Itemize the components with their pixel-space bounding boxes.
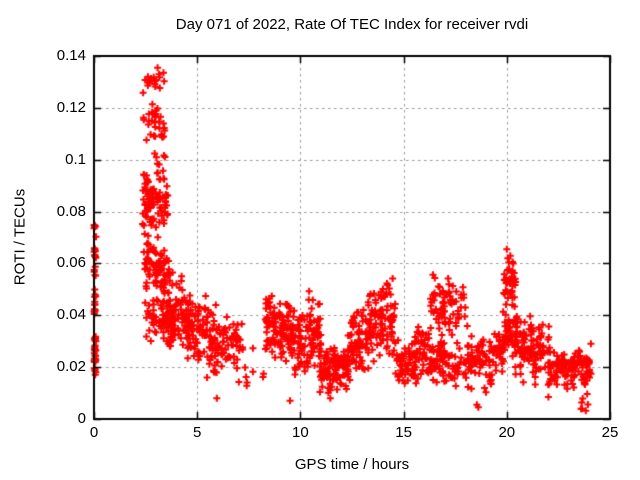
y-tick-label: 0.08 [56, 202, 86, 220]
y-tick-label: 0.1 [65, 150, 86, 168]
y-tick-label: 0.14 [56, 47, 86, 64]
chart-title: Day 071 of 2022, Rate Of TEC Index for r… [175, 16, 529, 33]
x-tick-label: 0 [89, 424, 99, 441]
y-tick-label: 0 [77, 410, 86, 427]
y-tick-label: 0.02 [56, 358, 86, 376]
y-axis-label: ROTI / TECUs [11, 188, 29, 286]
x-tick-label: 20 [498, 424, 516, 441]
x-tick-label: 10 [292, 424, 309, 441]
y-tick-label: 0.06 [56, 254, 86, 272]
y-tick-label: 0.12 [56, 98, 86, 116]
x-tick-label: 5 [193, 424, 202, 441]
x-tick-label: 15 [395, 424, 412, 441]
y-tick-label: 0.04 [56, 306, 86, 324]
x-tick-label: 25 [601, 424, 619, 441]
x-axis-label: GPS time / hours [294, 456, 410, 473]
